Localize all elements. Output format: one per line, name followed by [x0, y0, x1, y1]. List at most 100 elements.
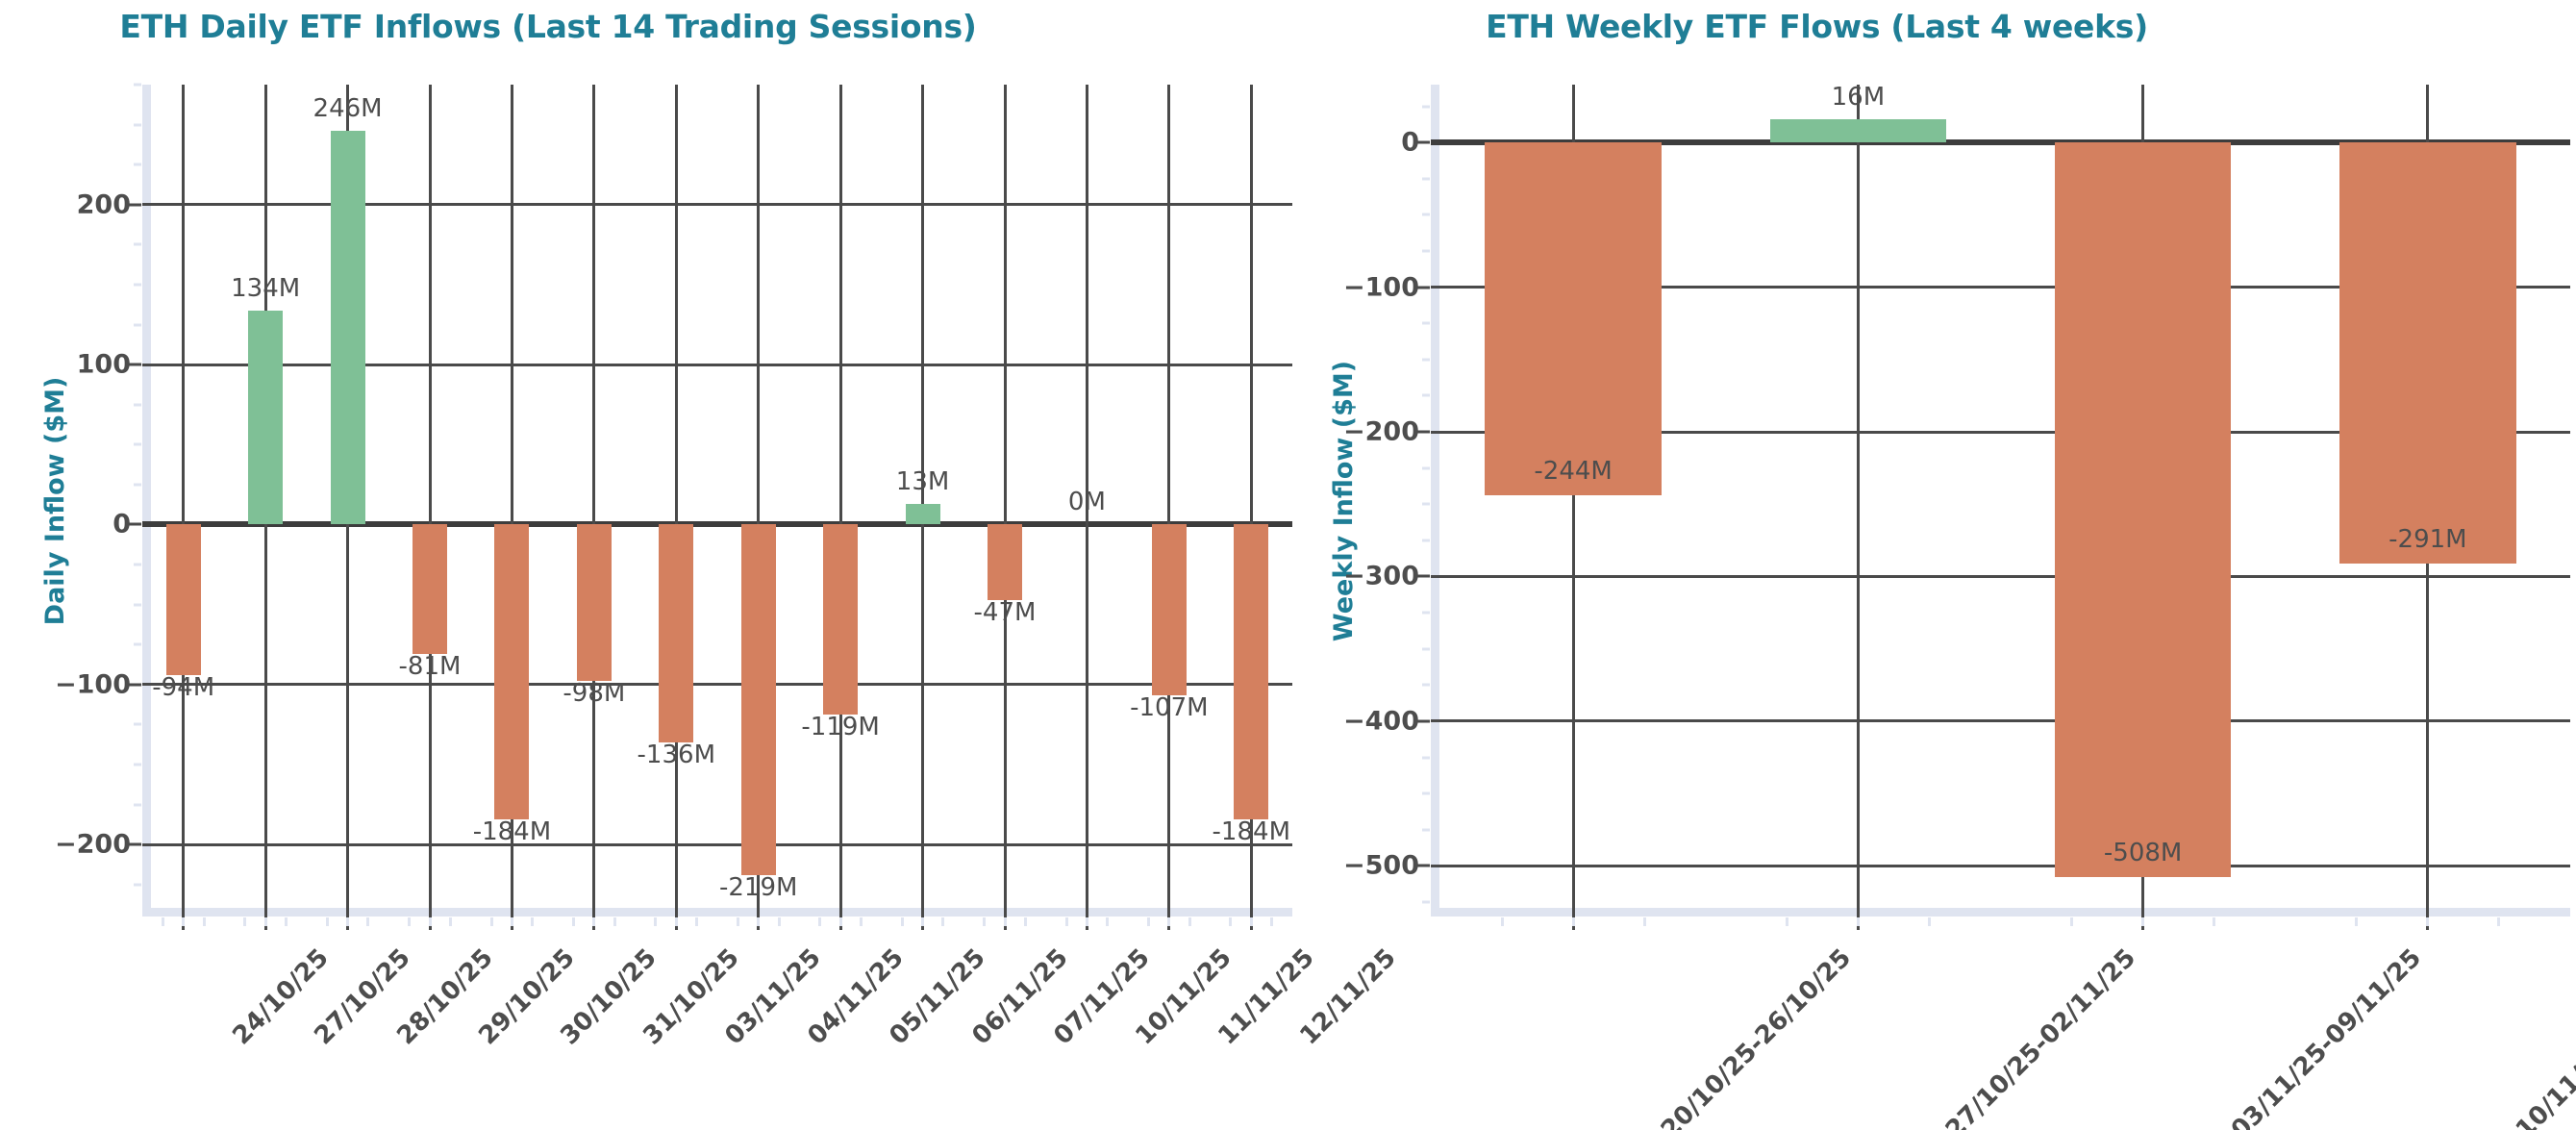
- x-tick-minor: [1229, 917, 1233, 926]
- x-tick-minor: [818, 917, 822, 926]
- x-tick-minor: [736, 917, 739, 926]
- bar-value-label: 16M: [1831, 83, 1886, 113]
- bar-value-label: -184M: [1212, 816, 1291, 846]
- x-tick-minor: [325, 917, 329, 926]
- bar[interactable]: [330, 131, 365, 525]
- y-tick-minor: [134, 883, 141, 887]
- y-axis-label-daily: Daily Inflow ($M): [40, 376, 70, 625]
- x-tick-minor: [983, 917, 987, 926]
- bar[interactable]: [823, 524, 859, 716]
- y-tick-minor: [1422, 611, 1430, 615]
- bar[interactable]: [1769, 119, 1947, 143]
- x-tick-minor: [2070, 917, 2074, 926]
- x-tick-minor: [366, 917, 370, 926]
- y-tick-label: 100: [76, 349, 131, 380]
- x-tick-minor: [695, 917, 699, 926]
- y-tick-minor: [134, 763, 141, 766]
- chart-title-daily: ETH Daily ETF Inflows (Last 14 Trading S…: [119, 8, 977, 45]
- y-tick-label: −400: [1343, 706, 1419, 737]
- bar[interactable]: [2339, 142, 2516, 564]
- bar-value-label: -107M: [1130, 693, 1209, 723]
- x-tick-minor: [1188, 917, 1191, 926]
- plot-area-daily: 200 100 0 −100 −200 24/10/25 27/10/25 28/10/25 2…: [55, 83, 1402, 1050]
- chart-panel-weekly: ETH Weekly ETF Flows (Last 4 weeks) Week…: [1288, 0, 2576, 1130]
- x-tick-minor: [1023, 917, 1027, 926]
- gridline-horizontal: [1431, 286, 2570, 289]
- y-tick-minor: [1422, 105, 1430, 109]
- y-tick-minor: [134, 722, 141, 726]
- y-tick-mark: [129, 842, 141, 846]
- x-tick-minor: [1064, 917, 1068, 926]
- gridline-vertical: [510, 85, 513, 917]
- y-tick-mark: [129, 203, 141, 207]
- x-tick-minor: [408, 917, 412, 926]
- bar[interactable]: [165, 524, 201, 675]
- y-tick-mark: [1417, 430, 1430, 434]
- x-tick-minor: [161, 917, 164, 926]
- y-tick-minor: [134, 803, 141, 807]
- bar[interactable]: [988, 524, 1022, 600]
- y-tick-minor: [1422, 756, 1430, 760]
- x-tick-minor: [1785, 917, 1788, 926]
- y-tick-minor: [134, 442, 141, 446]
- bar-value-label: 246M: [313, 94, 383, 124]
- bar-value-label: 134M: [231, 273, 301, 303]
- y-tick-minor: [134, 403, 141, 407]
- bar[interactable]: [2054, 142, 2232, 878]
- gridline-horizontal: [142, 683, 1292, 687]
- gridline-vertical: [182, 85, 186, 917]
- gridline-horizontal: [142, 521, 1292, 528]
- x-tick-minor: [838, 917, 842, 926]
- x-tick-minor: [489, 917, 493, 926]
- bar[interactable]: [740, 524, 776, 875]
- y-tick-minor: [134, 483, 141, 487]
- x-tick-minor: [1856, 917, 1860, 926]
- x-tick-minor: [531, 917, 535, 926]
- x-tick-minor: [592, 917, 596, 926]
- x-tick-minor: [613, 917, 616, 926]
- y-tick-mark: [1417, 574, 1430, 578]
- bar-value-label: -81M: [398, 652, 462, 682]
- gridline-vertical: [1167, 85, 1171, 917]
- x-tick-label: 03/11/25-09/11/25: [2225, 943, 2427, 1130]
- bar-value-label: -244M: [1534, 457, 1613, 487]
- y-tick-minor: [134, 603, 141, 607]
- y-tick-minor: [1422, 828, 1430, 832]
- bottom-spine: [142, 908, 1292, 917]
- bar[interactable]: [1234, 524, 1269, 819]
- bar[interactable]: [413, 524, 447, 655]
- y-tick-label: 0: [113, 509, 131, 540]
- y-tick-minor: [1422, 900, 1430, 904]
- x-tick-minor: [860, 917, 863, 926]
- x-tick-minor: [1249, 917, 1253, 926]
- x-tick-minor: [941, 917, 945, 926]
- bar[interactable]: [1151, 524, 1187, 696]
- x-tick-minor: [757, 917, 761, 926]
- bar[interactable]: [248, 310, 284, 525]
- y-tick-mark: [1417, 286, 1430, 289]
- gridline-vertical: [921, 85, 925, 917]
- bar[interactable]: [659, 524, 694, 742]
- x-tick-minor: [510, 917, 513, 926]
- y-tick-mark: [1417, 719, 1430, 723]
- gridline-horizontal: [1431, 139, 2570, 146]
- bar[interactable]: [494, 524, 530, 819]
- y-tick-minor: [1422, 502, 1430, 506]
- bar[interactable]: [1485, 142, 1662, 496]
- bar-value-label: -184M: [472, 816, 552, 846]
- x-tick-label: 20/10/25-26/10/25: [1655, 943, 1858, 1130]
- bar[interactable]: [905, 503, 940, 525]
- y-tick-minor: [134, 242, 141, 246]
- y-tick-minor: [1422, 321, 1430, 325]
- x-tick-minor: [2355, 917, 2359, 926]
- gridline-horizontal: [1431, 574, 2570, 578]
- plot-area-weekly: 0 −100 −200 −300 −400 −500 20/10/25-26/10/25 27…: [1343, 83, 2576, 1130]
- bar-value-label: -136M: [637, 740, 716, 769]
- y-tick-minor: [1422, 683, 1430, 687]
- y-tick-minor: [134, 163, 141, 166]
- x-tick-minor: [285, 917, 288, 926]
- x-tick-minor: [1927, 917, 1931, 926]
- y-tick-minor: [1422, 647, 1430, 651]
- bar[interactable]: [576, 524, 612, 682]
- x-tick-minor: [448, 917, 452, 926]
